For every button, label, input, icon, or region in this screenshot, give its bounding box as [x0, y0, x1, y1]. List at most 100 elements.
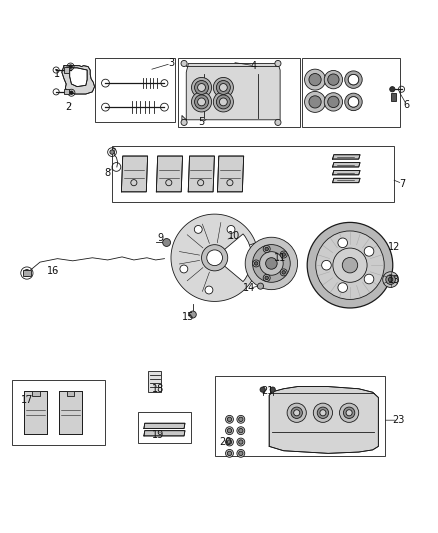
Circle shape	[201, 245, 228, 271]
Polygon shape	[332, 179, 360, 183]
Circle shape	[265, 247, 268, 251]
Circle shape	[345, 93, 362, 111]
Circle shape	[227, 417, 232, 422]
Circle shape	[239, 417, 243, 422]
Wedge shape	[215, 234, 252, 281]
Text: 17: 17	[21, 394, 33, 405]
Circle shape	[342, 257, 358, 273]
Circle shape	[313, 403, 332, 422]
Circle shape	[216, 80, 230, 94]
Circle shape	[309, 96, 321, 108]
Text: 23: 23	[392, 415, 404, 425]
Polygon shape	[156, 156, 183, 192]
Circle shape	[191, 77, 212, 98]
Text: 2: 2	[65, 102, 71, 112]
Circle shape	[263, 274, 270, 281]
Polygon shape	[62, 66, 95, 94]
Circle shape	[198, 84, 205, 92]
Text: 13: 13	[388, 274, 400, 285]
Circle shape	[364, 274, 374, 284]
Text: 7: 7	[399, 179, 406, 189]
Bar	[177, 58, 300, 127]
Circle shape	[270, 387, 276, 392]
Circle shape	[227, 451, 232, 456]
Circle shape	[226, 449, 233, 457]
Polygon shape	[121, 156, 148, 192]
Polygon shape	[188, 156, 215, 192]
Circle shape	[345, 71, 362, 88]
Circle shape	[328, 96, 339, 108]
Circle shape	[237, 438, 245, 446]
Circle shape	[110, 150, 114, 154]
Polygon shape	[269, 386, 378, 454]
Circle shape	[216, 95, 230, 109]
Circle shape	[287, 403, 306, 422]
Text: 16: 16	[47, 266, 59, 276]
Circle shape	[181, 60, 187, 67]
Circle shape	[227, 429, 232, 433]
Circle shape	[339, 403, 359, 422]
Text: 21: 21	[261, 386, 273, 396]
Text: 9: 9	[157, 233, 163, 243]
Circle shape	[324, 70, 343, 89]
Circle shape	[239, 440, 243, 444]
Circle shape	[69, 65, 72, 68]
Circle shape	[194, 95, 208, 109]
Circle shape	[207, 250, 223, 265]
Circle shape	[237, 449, 245, 457]
Circle shape	[309, 74, 321, 86]
Text: 3: 3	[168, 59, 174, 68]
Circle shape	[237, 427, 245, 434]
Circle shape	[333, 248, 367, 282]
Bar	[32, 391, 39, 396]
Circle shape	[265, 276, 268, 280]
Circle shape	[213, 92, 233, 112]
Polygon shape	[332, 171, 360, 175]
Circle shape	[321, 261, 331, 270]
Circle shape	[227, 440, 232, 444]
Polygon shape	[70, 68, 87, 87]
Bar	[95, 58, 175, 123]
Bar	[138, 412, 191, 443]
Bar	[64, 89, 69, 94]
Circle shape	[389, 277, 393, 282]
Text: 20: 20	[219, 437, 232, 447]
Circle shape	[70, 91, 73, 94]
Text: 19: 19	[152, 430, 164, 440]
Circle shape	[343, 407, 355, 418]
Circle shape	[227, 225, 235, 233]
Circle shape	[23, 270, 30, 277]
Circle shape	[226, 438, 233, 446]
Text: 11: 11	[274, 253, 286, 263]
Circle shape	[239, 451, 243, 456]
Bar	[215, 376, 385, 456]
Circle shape	[219, 98, 227, 106]
Circle shape	[194, 225, 202, 233]
Bar	[302, 58, 400, 127]
Bar	[12, 380, 106, 445]
Circle shape	[390, 87, 395, 92]
Circle shape	[291, 407, 302, 418]
Circle shape	[253, 260, 260, 267]
Circle shape	[263, 246, 270, 253]
Circle shape	[338, 238, 347, 248]
Circle shape	[237, 415, 245, 423]
Circle shape	[219, 84, 227, 92]
Circle shape	[282, 271, 286, 274]
Circle shape	[180, 265, 188, 273]
Polygon shape	[59, 391, 82, 434]
Text: 18: 18	[152, 384, 164, 394]
Circle shape	[189, 311, 196, 318]
Text: 6: 6	[404, 100, 410, 110]
Circle shape	[254, 262, 258, 265]
Circle shape	[191, 92, 212, 112]
Circle shape	[260, 252, 283, 275]
Circle shape	[386, 275, 396, 285]
Circle shape	[226, 415, 233, 423]
Circle shape	[307, 222, 393, 308]
Circle shape	[258, 283, 264, 289]
Circle shape	[348, 75, 359, 85]
Circle shape	[293, 410, 300, 416]
Circle shape	[338, 283, 347, 293]
Text: 5: 5	[198, 117, 205, 127]
